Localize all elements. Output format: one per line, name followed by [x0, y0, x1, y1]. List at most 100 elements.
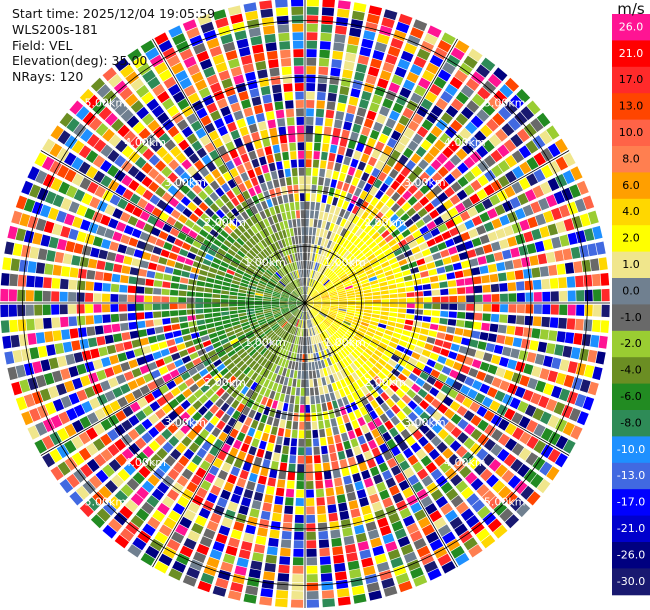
gate-cell — [71, 255, 81, 266]
gate-cell — [446, 54, 461, 68]
gate-cell — [279, 300, 288, 302]
gate-cell — [255, 112, 266, 123]
gate-cell — [354, 71, 365, 82]
gate-cell — [232, 439, 242, 450]
gate-cell — [371, 353, 380, 361]
gate-cell — [29, 184, 41, 198]
gate-cell — [356, 388, 365, 398]
range-ring-label: 4.00km — [444, 136, 486, 149]
gate-cell — [415, 448, 427, 460]
gate-cell — [398, 154, 409, 166]
gate-cell — [215, 17, 229, 29]
gate-cell — [301, 227, 305, 235]
gate-cell — [418, 334, 428, 342]
gate-cell — [296, 279, 300, 287]
gate-cell — [230, 314, 239, 319]
gate-cell — [493, 524, 508, 539]
gate-cell — [306, 548, 317, 557]
gate-cell — [569, 184, 581, 198]
gate-cell — [530, 118, 544, 133]
gate-cell — [323, 330, 330, 339]
gate-cell — [263, 228, 270, 237]
gate-cell — [252, 273, 261, 280]
gate-cell — [307, 311, 310, 320]
gate-cell — [484, 424, 496, 437]
gate-cell — [306, 328, 309, 337]
gate-cell — [281, 358, 287, 367]
gate-cell — [196, 487, 208, 499]
gate-cell — [346, 292, 355, 297]
gate-cell — [309, 310, 315, 317]
gate-cell — [308, 311, 312, 319]
gate-cell — [175, 202, 186, 213]
gate-cell — [440, 348, 450, 357]
gate-cell — [333, 42, 345, 52]
gate-cell — [350, 88, 361, 98]
gate-cell — [430, 489, 444, 501]
gate-cell — [212, 457, 224, 469]
gate-cell — [255, 292, 264, 297]
gate-cell — [204, 472, 216, 484]
gate-cell — [456, 319, 465, 328]
gate-cell — [275, 0, 288, 8]
gate-cell — [322, 411, 329, 420]
gate-cell — [220, 261, 229, 268]
gate-cell — [421, 70, 435, 82]
gate-cell — [179, 316, 188, 323]
gate-cell — [445, 377, 456, 387]
gate-cell — [303, 269, 305, 278]
gate-cell — [259, 335, 267, 343]
gate-cell — [255, 202, 263, 212]
gate-cell — [493, 502, 508, 516]
gate-cell — [315, 117, 324, 126]
gate-cell — [527, 377, 538, 390]
gate-cell — [294, 336, 298, 345]
gate-cell — [405, 314, 415, 320]
gate-cell — [540, 411, 552, 425]
gate-cell — [225, 454, 235, 465]
gate-cell — [346, 290, 355, 294]
gate-cell — [26, 275, 35, 288]
gate-cell — [504, 100, 518, 115]
gate-cell — [466, 304, 475, 311]
gate-cell — [283, 160, 290, 169]
gate-cell — [262, 273, 271, 280]
gate-cell — [358, 343, 367, 351]
gate-cell — [306, 49, 317, 58]
gate-cell — [551, 357, 562, 370]
gate-cell — [530, 392, 542, 405]
gate-cell — [108, 496, 123, 510]
gate-cell — [271, 197, 278, 206]
gate-cell — [86, 458, 100, 473]
gate-cell — [40, 234, 51, 247]
gate-cell — [340, 349, 348, 358]
gate-cell — [509, 196, 521, 209]
gate-cell — [353, 237, 362, 246]
gate-cell — [566, 276, 576, 288]
gate-cell — [272, 308, 281, 312]
gate-cell — [355, 306, 364, 309]
gate-cell — [121, 160, 133, 173]
gate-cell — [157, 481, 170, 494]
gate-cell — [52, 398, 65, 412]
gate-cell — [421, 119, 434, 131]
gate-cell — [190, 120, 203, 132]
gate-cell — [268, 280, 277, 286]
gate-cell — [390, 243, 400, 252]
gate-cell — [442, 447, 454, 460]
gate-cell — [255, 60, 267, 71]
gate-cell — [295, 310, 301, 317]
gate-cell — [174, 336, 184, 344]
gate-cell — [321, 445, 328, 455]
gate-cell — [508, 304, 517, 313]
gate-cell — [212, 257, 222, 265]
gate-cell — [298, 167, 305, 176]
gate-cell — [499, 314, 508, 323]
gate-cell — [166, 259, 176, 267]
gate-cell — [315, 108, 325, 118]
gate-cell — [423, 231, 433, 241]
gate-cell — [406, 343, 416, 351]
gate-cell — [322, 266, 328, 275]
gate-cell — [76, 280, 86, 291]
gate-cell — [372, 545, 385, 556]
